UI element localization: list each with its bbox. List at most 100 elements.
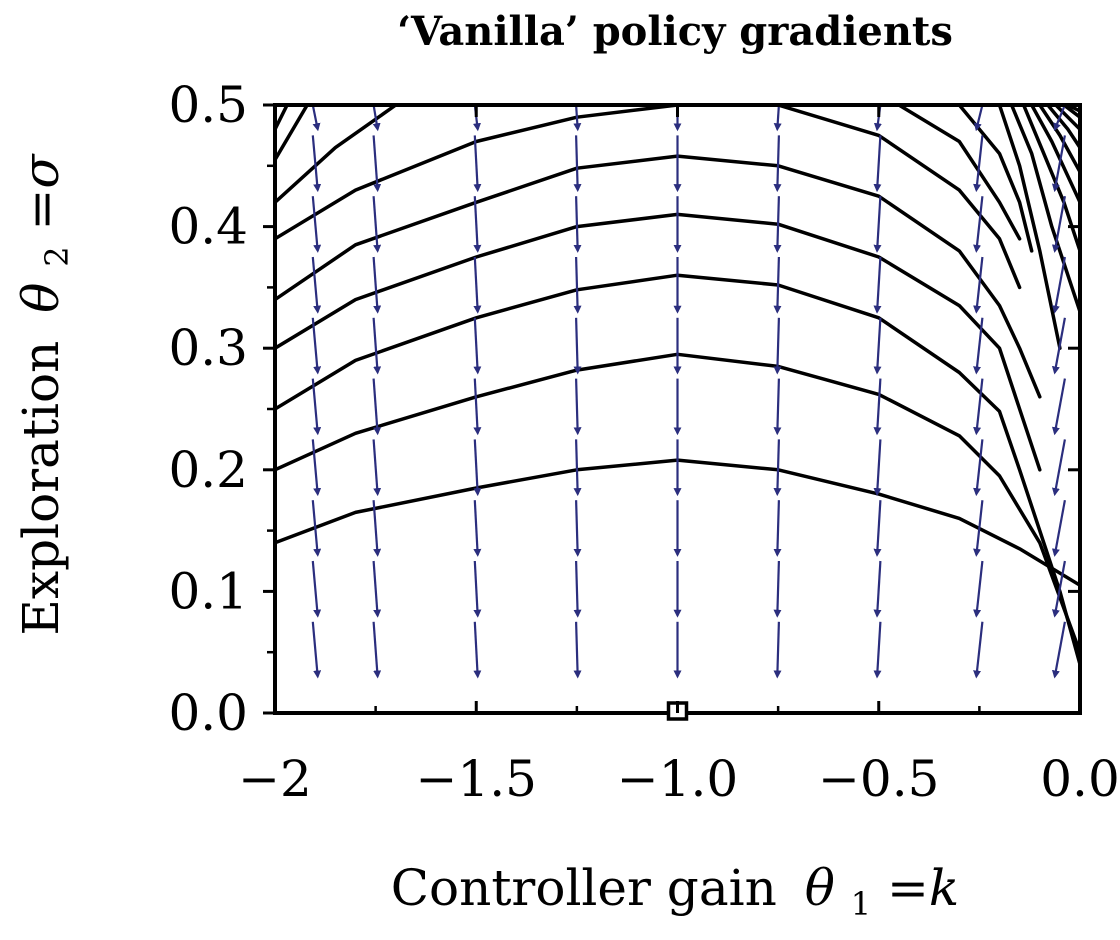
gradient-arrow [372, 105, 381, 132]
gradient-arrow [973, 500, 984, 557]
y-tick-label: 0.5 [168, 76, 248, 134]
x-axis-label-subscript: 1 [851, 885, 871, 923]
gradient-arrow [372, 135, 382, 193]
gradient-arrow [1051, 439, 1066, 497]
contour-line-20 [1062, 105, 1080, 119]
x-tick-label: −1.0 [617, 750, 738, 808]
gradient-arrow [773, 256, 782, 314]
gradient-arrow [573, 439, 582, 497]
gradient-arrow [873, 135, 882, 193]
x-axis-label-rhs: =k [887, 859, 959, 917]
gradient-arrow [1051, 317, 1066, 375]
gradient-arrow [773, 196, 782, 253]
gradient-arrow [873, 378, 882, 436]
gradient-arrow [973, 256, 984, 314]
gradient-arrow [311, 621, 322, 679]
gradient-arrow [372, 196, 382, 253]
gradient-arrow [311, 500, 322, 557]
gradient-arrow [573, 105, 582, 132]
y-axis-label-subscript: 2 [38, 246, 76, 266]
gradient-arrow [573, 317, 582, 375]
y-tick-label: 0.3 [168, 319, 248, 377]
gradient-arrow [311, 196, 322, 253]
gradient-arrow [372, 378, 382, 436]
gradient-arrow [773, 500, 782, 557]
gradient-arrow [773, 135, 782, 193]
gradient-arrow [1051, 621, 1066, 679]
contour-line-16 [1029, 105, 1080, 205]
gradient-arrow [372, 560, 382, 618]
gradient-arrow [873, 560, 882, 618]
gradient-arrow [573, 621, 582, 679]
contour-line-19 [1054, 105, 1080, 132]
gradient-arrow [973, 196, 984, 253]
y-axis-label-rhs: =σ [12, 153, 70, 231]
contour-line-7 [275, 105, 309, 162]
contour-line-5 [275, 105, 1022, 290]
gradient-arrow [311, 135, 322, 193]
y-tick-label: 0.0 [168, 684, 248, 742]
gradient-arrow [311, 560, 322, 618]
gradient-arrow [573, 500, 582, 557]
gradient-arrow [873, 439, 882, 497]
gradient-arrow [473, 560, 482, 618]
contour-line-0 [275, 458, 1080, 588]
gradient-arrow [473, 135, 482, 193]
gradient-arrow [773, 439, 782, 497]
gradient-arrow [311, 317, 322, 375]
y-tick-label: 0.4 [168, 198, 248, 256]
gradient-arrow [873, 621, 882, 679]
contour-line-2 [275, 273, 1080, 667]
gradient-arrow [1051, 256, 1066, 314]
contour-line-11 [897, 105, 1022, 241]
gradient-arrow [311, 378, 322, 436]
gradient-arrow [1053, 105, 1066, 132]
contour-line-14 [1009, 105, 1080, 314]
gradient-arrow [473, 439, 482, 497]
gradient-arrow [873, 256, 882, 314]
gradient-arrow [1051, 500, 1066, 557]
gradient-arrow [473, 378, 482, 436]
x-axis-label: Controller gain θ 1 =k [391, 859, 959, 927]
gradient-arrow [372, 256, 382, 314]
gradient-arrow [773, 105, 782, 132]
gradient-arrow [473, 317, 482, 375]
plot-area [273, 103, 1082, 721]
gradient-arrow [973, 135, 984, 193]
x-axis: −2 −1.5 −1.0 −0.5 0.0 [238, 105, 1120, 808]
y-axis-label-symbol: θ [12, 283, 70, 313]
gradient-arrow [573, 196, 582, 253]
contour-line-3 [275, 212, 1042, 472]
gradient-arrow [311, 105, 321, 132]
gradient-arrow [473, 500, 482, 557]
contour-line-8 [275, 105, 289, 132]
gradient-arrow [372, 439, 382, 497]
gradient-arrow [773, 378, 782, 436]
y-axis-label-text: Exploration [12, 341, 70, 636]
y-axis-label: Exploration θ 2 =σ [12, 153, 80, 636]
gradient-arrow [973, 378, 984, 436]
y-tick-label: 0.2 [168, 441, 248, 499]
gradient-arrow [1051, 196, 1066, 253]
gradient-arrow [873, 317, 882, 375]
gradient-arrow [973, 621, 984, 679]
gradient-arrow [773, 317, 782, 375]
gradient-arrow [372, 621, 382, 679]
x-axis-label-symbol: θ [805, 859, 835, 917]
gradient-arrow [973, 105, 984, 132]
gradient-arrow [873, 500, 882, 557]
gradient-arrow [773, 621, 782, 679]
gradient-arrow [473, 256, 482, 314]
y-tick-label: 0.1 [168, 562, 248, 620]
gradient-arrow [873, 196, 882, 253]
contour-line-17 [1038, 105, 1080, 174]
gradient-arrow [1051, 378, 1066, 436]
gradient-arrow [573, 560, 582, 618]
gradient-arrow [573, 378, 582, 436]
x-tick-label: 0.0 [1040, 750, 1120, 808]
gradient-arrow [473, 196, 482, 253]
contour-line-18 [1046, 105, 1080, 150]
gradient-arrow [311, 439, 322, 497]
